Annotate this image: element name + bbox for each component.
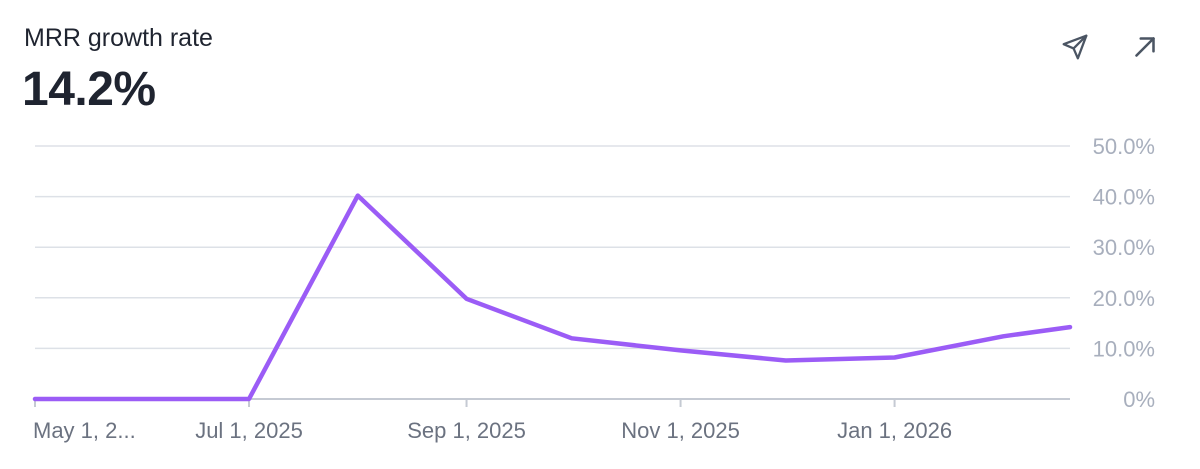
metric-title: MRR growth rate <box>24 24 213 52</box>
x-tick-label: Jul 1, 2025 <box>195 418 303 443</box>
x-axis: May 1, 2... Jul 1, 2025 Sep 1, 2025 Nov 1, … <box>33 399 952 443</box>
y-tick-label: 10.0% <box>1093 336 1155 361</box>
y-tick-label: 0% <box>1123 387 1155 412</box>
y-tick-label: 40.0% <box>1093 185 1155 210</box>
x-tick-label: May 1, 2... <box>33 418 136 443</box>
y-axis: 0% 10.0% 20.0% 30.0% 40.0% 50.0% <box>1093 134 1155 412</box>
send-icon[interactable] <box>1058 30 1092 64</box>
x-tick-label: Jan 1, 2026 <box>837 418 952 443</box>
x-tick-label: Sep 1, 2025 <box>407 418 526 443</box>
grid-lines <box>35 145 1070 400</box>
series-line <box>32 193 1073 402</box>
line-chart: 0% 10.0% 20.0% 30.0% 40.0% 50.0% May 1, 2... J… <box>32 134 1155 443</box>
y-tick-label: 30.0% <box>1093 235 1155 260</box>
y-tick-label: 50.0% <box>1093 134 1155 159</box>
arrow-up-right-icon[interactable] <box>1128 30 1162 64</box>
x-tick-label: Nov 1, 2025 <box>621 418 740 443</box>
metric-value: 14.2% <box>22 63 156 116</box>
y-tick-label: 20.0% <box>1093 286 1155 311</box>
